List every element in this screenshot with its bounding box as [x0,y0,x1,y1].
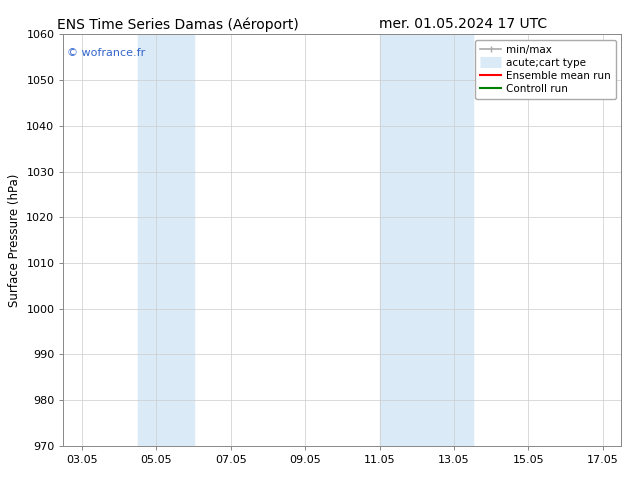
Bar [138,34,193,446]
Legend: min/max, acute;cart type, Ensemble mean run, Controll run: min/max, acute;cart type, Ensemble mean … [475,40,616,99]
Text: © wofrance.fr: © wofrance.fr [67,48,145,58]
Bar [380,34,436,446]
Text: mer. 01.05.2024 17 UTC: mer. 01.05.2024 17 UTC [378,17,547,31]
Text: ENS Time Series Damas (Aéroport): ENS Time Series Damas (Aéroport) [56,17,299,32]
Y-axis label: Surface Pressure (hPa): Surface Pressure (hPa) [8,173,21,307]
Bar [436,34,472,446]
